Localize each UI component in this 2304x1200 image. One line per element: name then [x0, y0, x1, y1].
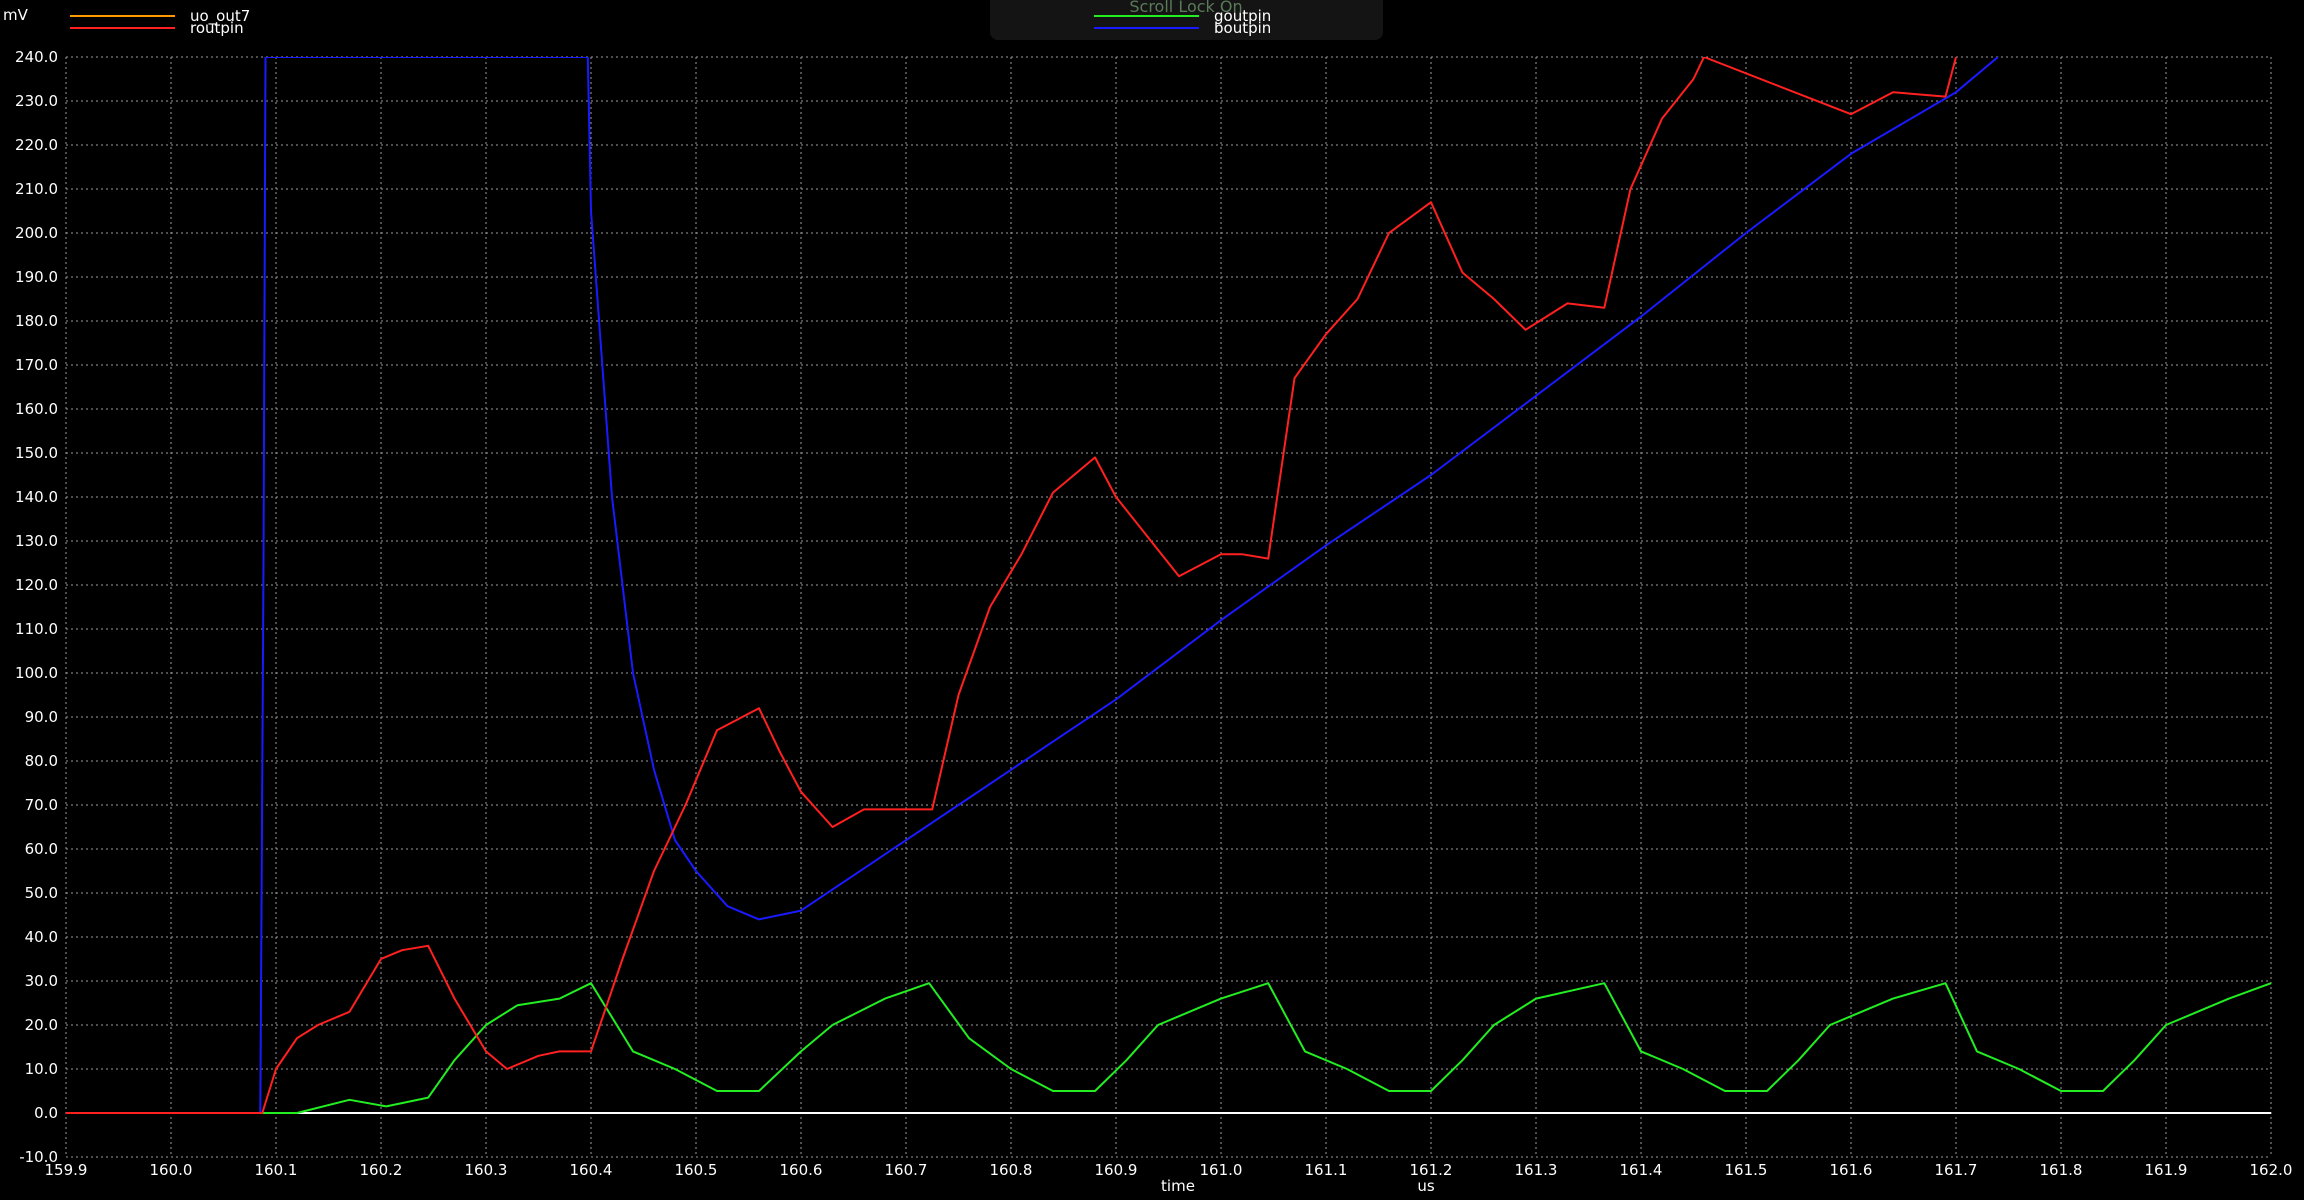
y-tick-label: 220.0 — [15, 136, 58, 154]
x-tick-label: 162.0 — [2250, 1161, 2293, 1179]
legend-label-uo_out7: uo_out7 — [190, 7, 250, 26]
y-tick-label: 140.0 — [15, 488, 58, 506]
x-tick-label: 161.8 — [2040, 1161, 2083, 1179]
x-tick-label: 160.9 — [1095, 1161, 1138, 1179]
scroll-lock-text: Scroll Lock On — [1129, 0, 1242, 16]
x-tick-label: 161.2 — [1410, 1161, 1453, 1179]
x-tick-label: 160.1 — [255, 1161, 298, 1179]
legend-label-boutpin: boutpin — [1214, 19, 1271, 37]
y-tick-label: 200.0 — [15, 224, 58, 242]
x-tick-label: 160.2 — [360, 1161, 403, 1179]
x-tick-label: 160.8 — [990, 1161, 1033, 1179]
x-tick-label: 160.6 — [780, 1161, 823, 1179]
y-tick-label: 40.0 — [25, 928, 58, 946]
x-tick-label: 161.9 — [2145, 1161, 2188, 1179]
axes: 159.9 160.0 160.1 160.2 160.3 160.4 160.5 160.6… — [15, 48, 2292, 1179]
series-line-routpin — [66, 57, 1957, 1114]
y-tick-label: 50.0 — [25, 884, 58, 902]
x-unit-label: us — [1417, 1177, 1435, 1195]
y-tick-label: 60.0 — [25, 840, 58, 858]
x-tick-label: 160.7 — [885, 1161, 928, 1179]
x-tick-label: 161.4 — [1620, 1161, 1663, 1179]
y-tick-label: 120.0 — [15, 576, 58, 594]
x-tick-label: 161.3 — [1515, 1161, 1558, 1179]
y-tick-label: 20.0 — [25, 1016, 58, 1034]
y-tick-label: 170.0 — [15, 356, 58, 374]
y-tick-label: 210.0 — [15, 180, 58, 198]
x-tick-label: 161.7 — [1935, 1161, 1978, 1179]
legend-label-goutpin: goutpin — [1214, 7, 1271, 25]
x-tick-label: 161.6 — [1830, 1161, 1873, 1179]
y-tick-label: 150.0 — [15, 444, 58, 462]
y-tick-label: 100.0 — [15, 664, 58, 682]
x-tick-label: 160.3 — [465, 1161, 508, 1179]
y-tick-label: -10.0 — [19, 1148, 58, 1166]
y-tick-label: 130.0 — [15, 532, 58, 550]
x-tick-label: 161.1 — [1305, 1161, 1348, 1179]
y-tick-label: 30.0 — [25, 972, 58, 990]
x-tick-label: 161.5 — [1725, 1161, 1768, 1179]
y-tick-label: 190.0 — [15, 268, 58, 286]
y-tick-label: 10.0 — [25, 1060, 58, 1078]
x-tick-label: 160.0 — [150, 1161, 193, 1179]
x-tick-label: 160.4 — [570, 1161, 613, 1179]
y-tick-label: 110.0 — [15, 620, 58, 638]
y-tick-label: 230.0 — [15, 92, 58, 110]
x-tick-label: 159.9 — [45, 1161, 88, 1179]
series-line-boutpin — [66, 57, 1999, 1114]
series-line-goutpin — [66, 982, 2271, 1114]
y-tick-label: 160.0 — [15, 400, 58, 418]
y-unit-label: mV — [3, 6, 29, 24]
y-tick-label: 0.0 — [34, 1104, 58, 1122]
x-tick-label: 161.0 — [1200, 1161, 1243, 1179]
y-tick-label: 180.0 — [15, 312, 58, 330]
y-tick-label: 240.0 — [15, 48, 58, 66]
x-axis-title: time — [1161, 1177, 1195, 1195]
series-layer — [66, 57, 2271, 1114]
legend-label-routpin: routpin — [190, 19, 244, 37]
y-tick-label: 70.0 — [25, 796, 58, 814]
x-tick-label: 160.5 — [675, 1161, 718, 1179]
grid — [65, 56, 2272, 1158]
scroll-lock-overlay — [990, 0, 1383, 40]
y-tick-label: 80.0 — [25, 752, 58, 770]
y-tick-label: 90.0 — [25, 708, 58, 726]
